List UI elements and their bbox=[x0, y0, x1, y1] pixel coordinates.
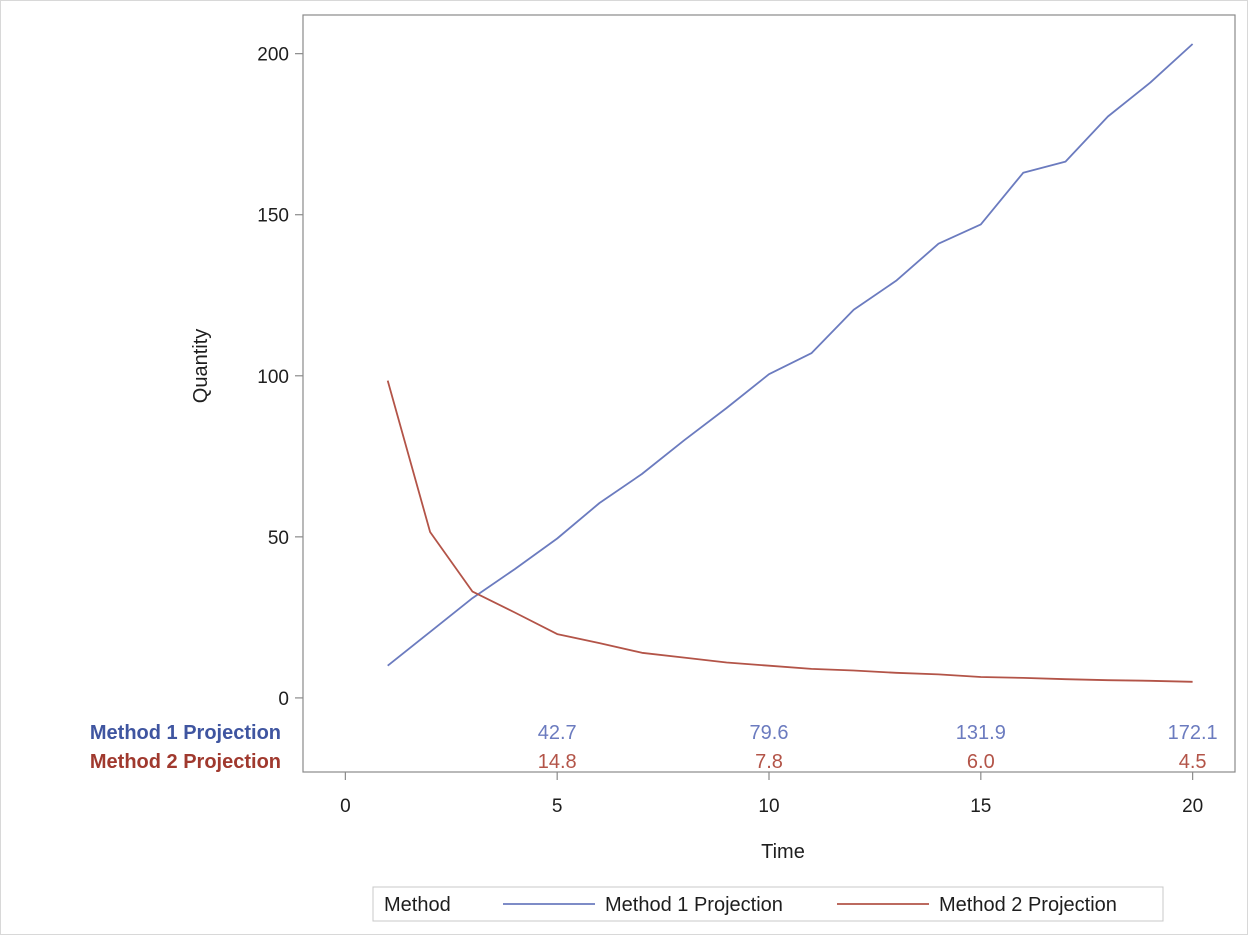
y-tick-label: 200 bbox=[257, 45, 289, 66]
value-row-2-label: 4.5 bbox=[1179, 751, 1207, 773]
x-tick-label: 10 bbox=[758, 796, 779, 817]
legend-entry-2: Method 2 Projection bbox=[939, 894, 1117, 916]
y-tick-label: 50 bbox=[268, 528, 289, 549]
value-row-1-label: 42.7 bbox=[538, 722, 577, 744]
value-row-label-2: Method 2 Projection bbox=[90, 751, 281, 773]
y-axis-title: Quantity bbox=[190, 329, 212, 403]
plot-frame bbox=[302, 14, 1236, 773]
value-row-2-label: 6.0 bbox=[967, 751, 995, 773]
x-tick-label: 5 bbox=[552, 796, 563, 817]
series-line-2 bbox=[386, 380, 1193, 683]
x-axis-title: Time bbox=[761, 841, 805, 863]
y-tick-label: 100 bbox=[257, 367, 289, 388]
x-tick-label: 20 bbox=[1182, 796, 1203, 817]
series-line-1 bbox=[387, 43, 1194, 667]
value-row-1-label: 131.9 bbox=[956, 722, 1006, 744]
x-tick-label: 15 bbox=[970, 796, 991, 817]
y-tick-label: 150 bbox=[257, 206, 289, 227]
x-tick-label: 0 bbox=[340, 796, 351, 817]
legend-title: Method bbox=[384, 894, 451, 916]
y-tick-label: 0 bbox=[278, 689, 289, 710]
value-row-label-1: Method 1 Projection bbox=[90, 722, 281, 744]
value-row-2-label: 14.8 bbox=[538, 751, 577, 773]
value-row-2-label: 7.8 bbox=[755, 751, 783, 773]
legend-entry-1: Method 1 Projection bbox=[605, 894, 783, 916]
value-row-1-label: 172.1 bbox=[1168, 722, 1218, 744]
legend-box bbox=[372, 886, 1164, 922]
value-row-1-label: 79.6 bbox=[750, 722, 789, 744]
